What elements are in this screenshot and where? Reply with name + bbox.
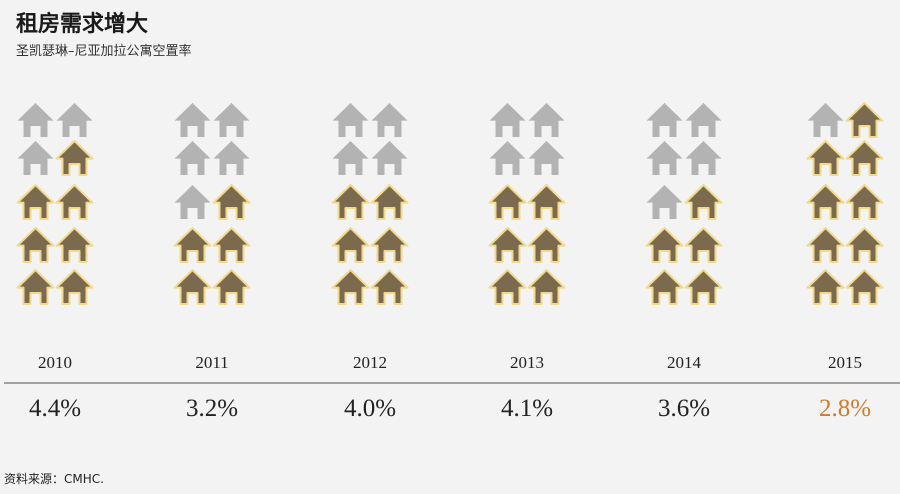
house-icon <box>212 269 251 305</box>
house-icon <box>370 227 409 263</box>
house-icon <box>488 227 527 263</box>
house-icon <box>528 103 565 137</box>
house-icon <box>807 103 844 137</box>
house-icon <box>646 103 683 137</box>
house-icon <box>371 141 408 175</box>
source-note: 资料来源：CMHC. <box>4 472 104 486</box>
house-icon <box>845 269 884 305</box>
house-icon <box>684 269 723 305</box>
house-icon <box>527 184 566 220</box>
house-icon <box>55 227 94 263</box>
house-icon <box>806 184 845 220</box>
year-label: 2011 <box>195 353 228 372</box>
year-label: 2013 <box>510 353 544 372</box>
vacancy-rate-label: 3.2% <box>186 395 238 422</box>
house-icon <box>685 141 722 175</box>
house-icon <box>489 141 526 175</box>
year-label: 2015 <box>828 353 862 372</box>
house-icon <box>845 140 884 176</box>
house-icon <box>684 184 723 220</box>
house-icon <box>685 103 722 137</box>
house-icon <box>488 269 527 305</box>
house-icon <box>16 227 55 263</box>
house-icon <box>173 269 212 305</box>
house-icon <box>489 103 526 137</box>
house-icon <box>527 227 566 263</box>
house-icon <box>16 269 55 305</box>
house-icon <box>331 269 370 305</box>
house-icon <box>370 184 409 220</box>
house-icon <box>212 184 251 220</box>
vacancy-rate-label: 4.1% <box>501 395 553 422</box>
house-icon <box>174 185 211 219</box>
house-icon <box>806 269 845 305</box>
chart-subtitle: 圣凯瑟琳–尼亚加拉公寓空置率 <box>16 44 192 59</box>
house-icon <box>213 141 250 175</box>
house-icon <box>174 141 211 175</box>
house-icon <box>645 227 684 263</box>
vacancy-rate-label: 4.4% <box>29 395 81 422</box>
house-icon <box>646 141 683 175</box>
house-icon <box>646 185 683 219</box>
year-label: 2010 <box>38 353 72 372</box>
year-label: 2014 <box>667 353 702 372</box>
house-icon <box>370 269 409 305</box>
house-icon <box>17 103 54 137</box>
house-icon <box>527 269 566 305</box>
house-icon <box>645 269 684 305</box>
house-icon <box>371 103 408 137</box>
house-icon <box>55 140 94 176</box>
house-icon <box>56 103 93 137</box>
house-icon <box>806 140 845 176</box>
house-icon <box>684 227 723 263</box>
house-icon <box>845 227 884 263</box>
vacancy-rate-label: 3.6% <box>658 395 710 422</box>
house-icon <box>528 141 565 175</box>
house-icon <box>17 141 54 175</box>
house-icon <box>845 102 884 138</box>
house-icon <box>845 184 884 220</box>
house-icon <box>16 184 55 220</box>
house-icon <box>55 184 94 220</box>
house-icon <box>488 184 527 220</box>
house-icon <box>173 227 212 263</box>
vacancy-rate-label: 4.0% <box>344 395 396 422</box>
house-icon <box>213 103 250 137</box>
house-icon <box>332 141 369 175</box>
house-icon <box>331 227 370 263</box>
house-icon <box>806 227 845 263</box>
house-icon <box>332 103 369 137</box>
house-icon <box>174 103 211 137</box>
chart-title: 租房需求增大 <box>16 12 149 37</box>
vacancy-rate-label: 2.8% <box>819 395 871 422</box>
house-icon <box>55 269 94 305</box>
house-icon <box>212 227 251 263</box>
house-icon <box>331 184 370 220</box>
year-label: 2012 <box>353 353 387 372</box>
